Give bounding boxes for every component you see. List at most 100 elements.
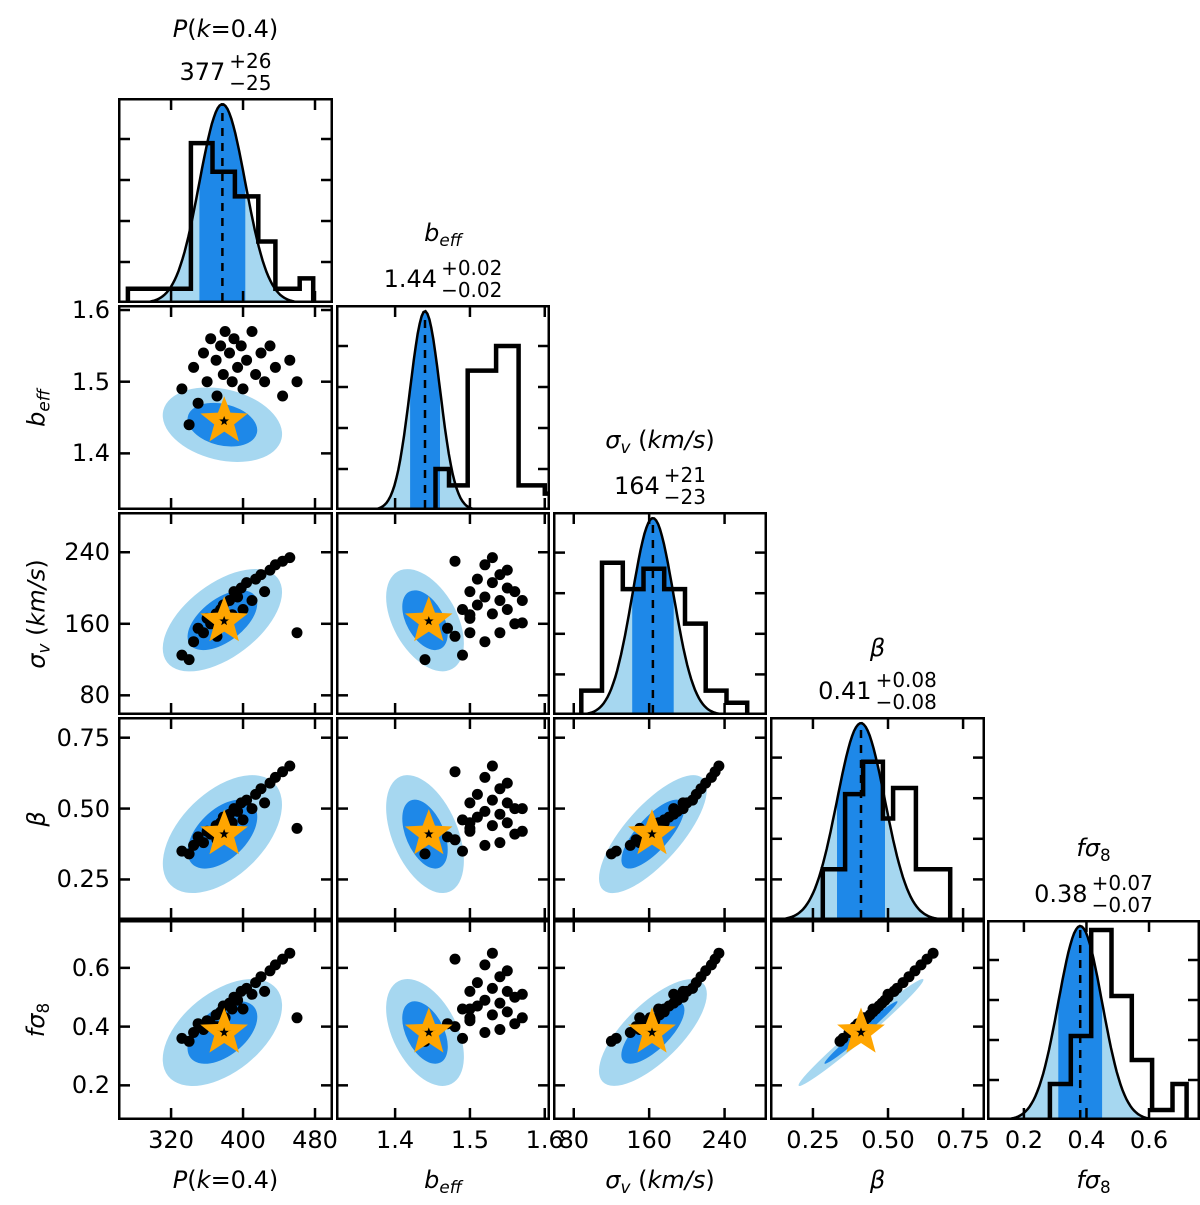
y-tick-sigmav-240: 240 <box>64 538 110 567</box>
axis-ticks <box>118 305 333 510</box>
param-title-errors: +21 −23 <box>663 463 707 509</box>
x-tick-pk-320: 320 <box>148 1126 194 1154</box>
axis-frame <box>118 920 333 1120</box>
panel-fsigma8-vs-beff-svg <box>336 920 550 1120</box>
axis-frame <box>553 512 767 715</box>
param-title-value: 377 +26 −25 <box>179 49 272 95</box>
axis-frame <box>118 98 333 303</box>
panel-beta-vs-beff-svg <box>336 717 550 920</box>
x-tick-pk-480: 480 <box>292 1126 338 1154</box>
panel-beta-vs-sigmav <box>553 717 767 920</box>
x-tick-beta-0.25: 0.25 <box>786 1126 840 1154</box>
scatter-points <box>419 552 528 666</box>
param-title-fsigma8: fσ8 0.38 +0.07 −0.07 <box>987 822 1200 916</box>
panel-sigmav-vs-pk <box>118 512 333 715</box>
panel-beta-vs-pk <box>118 717 333 920</box>
param-title-name: fσ8 <box>1076 833 1111 865</box>
axis-ticks <box>336 920 550 1120</box>
x-axis-label-fsigma8: fσ8 <box>1076 1166 1111 1198</box>
panel-sigmav-vs-beff <box>336 512 550 715</box>
panel-diag-beta-svg <box>770 717 985 920</box>
panel-fsigma8-vs-sigmav-svg <box>553 920 767 1120</box>
panel-beta-vs-beff <box>336 717 550 920</box>
x-tick-sigmav-160: 160 <box>626 1126 673 1154</box>
x-axis-label-beff: beff <box>424 1166 462 1198</box>
panel-diag-fsigma8 <box>987 920 1200 1120</box>
x-axis-label-beta: β <box>869 1166 886 1194</box>
param-title-name: P(k=0.4) <box>172 15 279 43</box>
axis-frame <box>770 920 985 1120</box>
param-title-value: 164 +21 −23 <box>613 463 707 509</box>
axis-frame <box>118 512 333 715</box>
axis-frame <box>336 305 550 510</box>
x-tick-beff-1.4: 1.4 <box>376 1126 415 1154</box>
step-histogram <box>820 759 953 918</box>
axis-ticks <box>118 98 333 303</box>
panel-diag-sigmav-svg <box>553 512 767 715</box>
y-tick-fsigma8-0.6: 0.6 <box>71 953 110 982</box>
y-axis-label-beta: β <box>22 810 50 827</box>
param-title-value: 0.41 +0.08 −0.08 <box>818 668 937 714</box>
best-fit-star-marker <box>628 809 676 855</box>
param-title-errors: +0.08 −0.08 <box>875 668 937 714</box>
panel-fsigma8-vs-beta <box>770 920 985 1120</box>
x-tick-beff-1.6: 1.6 <box>525 1126 564 1154</box>
y-axis-label-sigmav: σv (km/s) <box>22 558 54 669</box>
param-title-name: beff <box>424 218 462 250</box>
y-tick-fsigma8-0.4: 0.4 <box>71 1012 110 1041</box>
y-tick-beta-0.25: 0.25 <box>56 865 110 894</box>
y-tick-sigmav-160: 160 <box>64 609 110 638</box>
axis-ticks <box>336 305 550 510</box>
panel-fsigma8-vs-sigmav <box>553 920 767 1120</box>
param-title-pk: P(k=0.4) 377 +26 −25 <box>118 0 333 94</box>
scatter-points <box>176 326 303 431</box>
axis-ticks <box>553 717 767 920</box>
param-title-sigmav: σv (km/s) 164 +21 −23 <box>553 414 767 508</box>
x-tick-beff-1.5: 1.5 <box>450 1126 489 1154</box>
best-fit-star-marker <box>200 809 248 855</box>
panel-diag-beff-svg <box>336 305 550 510</box>
best-fit-star-marker <box>404 596 453 642</box>
param-title-errors: +0.07 −0.07 <box>1091 871 1153 917</box>
axis-ticks <box>770 717 985 920</box>
y-tick-beta-0.75: 0.75 <box>56 723 110 752</box>
best-fit-star-marker <box>404 809 453 855</box>
axis-frame <box>770 717 985 920</box>
best-fit-star-marker <box>837 1007 885 1053</box>
axis-frame <box>336 920 550 1120</box>
scatter-points <box>419 760 528 860</box>
y-tick-sigmav-80: 80 <box>79 681 110 710</box>
best-fit-star-marker <box>200 396 248 442</box>
axis-ticks <box>336 512 550 715</box>
axis-frame <box>987 920 1200 1120</box>
param-title-value: 0.38 +0.07 −0.07 <box>1034 871 1153 917</box>
y-tick-beta-0.50: 0.50 <box>56 794 110 823</box>
panel-beta-vs-sigmav-svg <box>553 717 767 920</box>
x-axis-label-sigmav: σv (km/s) <box>605 1166 715 1198</box>
param-title-name: β <box>869 634 886 662</box>
param-title-errors: +0.02 −0.02 <box>441 256 503 302</box>
axis-ticks <box>987 920 1200 1120</box>
axis-ticks <box>553 920 767 1120</box>
panel-fsigma8-vs-pk-svg <box>118 920 333 1120</box>
panel-fsigma8-vs-beff <box>336 920 550 1120</box>
x-tick-beta-0.50: 0.50 <box>861 1126 915 1154</box>
param-title-beta: β 0.41 +0.08 −0.08 <box>770 619 985 713</box>
axis-frame <box>553 717 767 920</box>
x-tick-fsigma8-0.2: 0.2 <box>1004 1126 1043 1154</box>
x-tick-sigmav-80: 80 <box>558 1126 589 1154</box>
panel-fsigma8-vs-pk <box>118 920 333 1120</box>
best-fit-star-marker <box>200 596 248 642</box>
panel-diag-fsigma8-svg <box>987 920 1200 1120</box>
step-histogram <box>125 140 316 301</box>
y-tick-fsigma8-0.2: 0.2 <box>71 1071 110 1100</box>
panel-fsigma8-vs-beta-svg <box>770 920 985 1120</box>
y-axis-label-beff: beff <box>22 388 54 427</box>
panel-beff-vs-pk-svg <box>118 305 333 510</box>
best-fit-star-marker <box>628 1007 676 1053</box>
axis-frame <box>118 305 333 510</box>
best-fit-star-marker <box>200 1007 248 1053</box>
panel-diag-sigmav <box>553 512 767 715</box>
panel-diag-beff <box>336 305 550 510</box>
